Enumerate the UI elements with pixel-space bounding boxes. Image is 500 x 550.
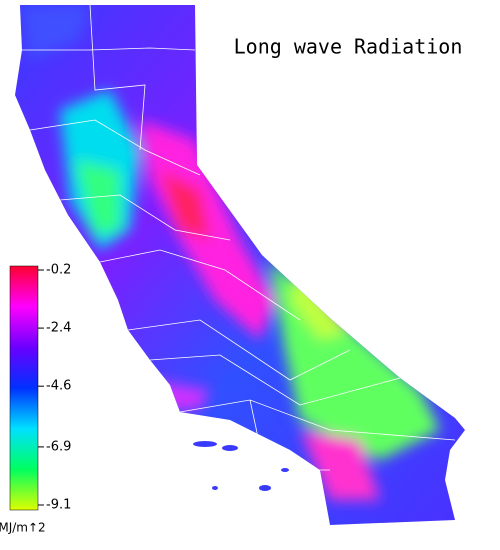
scale-tick-label: -0.2 [46,263,71,278]
scale-tick-label: -2.4 [46,321,71,336]
islands [193,441,289,491]
map-title: Long wave Radiation [234,35,463,59]
scale-tick-label: -9.1 [46,498,71,513]
scale-tick-label: -6.9 [46,439,71,454]
color-scale [9,265,39,511]
unit-label: MJ/m↑2 [0,521,46,535]
radiation-field [20,5,440,500]
scale-tick-label: -4.6 [46,379,71,394]
california [15,5,465,525]
